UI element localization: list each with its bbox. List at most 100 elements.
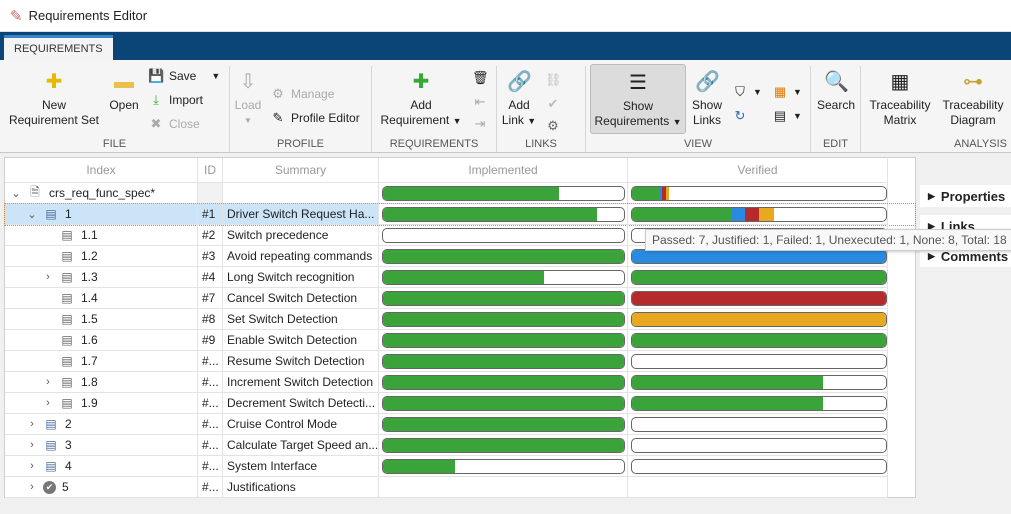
index-cell: › ▤ 1.3 [5,267,198,288]
implemented-cell [379,393,628,414]
expander-collapsed-icon[interactable]: › [46,271,50,283]
justification-icon: ✔ [43,480,56,494]
group-links: 🔗 Add Link ▼ ⛓ ✔ ⚙ LINKS [497,66,586,152]
link-settings-icon[interactable]: ⚙ [547,118,559,133]
group-requirements: ✚ Add Requirement ▼ 🗑 ⇤ ⇥ REQUIREMENTS [372,66,497,152]
columns-icon: ▦ [773,84,787,99]
expander-collapsed-icon[interactable]: › [30,460,34,472]
expander-expanded-icon[interactable]: ⌄ [27,208,37,221]
toolstrip: ✚ New Requirement Set ▬ Open 💾 Save ▼ ⤓ Impor… [0,60,1011,153]
display-button[interactable]: ▤ ▼ [772,108,802,124]
implemented-fill [383,334,624,347]
verified-bar [631,417,887,432]
show-links-button[interactable]: 🔗 Show Links [691,71,723,127]
verified-cell [628,288,888,309]
table-row[interactable]: ⌄ 🗎 crs_req_func_spec* [5,183,915,204]
column-header-verified[interactable]: Verified [628,158,888,183]
refresh-icon[interactable]: ↻ [734,108,746,123]
table-row[interactable]: ▤ 1.4 #7 Cancel Switch Detection [5,288,915,309]
index-cell: ⌄ ▤ 1 [5,204,198,225]
expander-collapsed-icon[interactable]: › [30,481,34,493]
expander-collapsed-icon[interactable]: › [30,418,34,430]
tab-requirements[interactable]: REQUIREMENTS [4,35,113,60]
validate-link-icon[interactable]: ✔ [547,96,559,111]
column-header-id[interactable]: ID [198,158,223,183]
title-bar: ✎ Requirements Editor [0,0,1011,32]
requirement-icon: ▤ [61,396,73,410]
id-cell: #... [198,351,223,372]
implemented-cell [379,309,628,330]
table-row[interactable]: › ▤ 1.8 #... Increment Switch Detection [5,372,915,393]
verified-bar [631,291,887,306]
link-icon: 🔗 [695,71,720,93]
profile-editor-button[interactable]: ✎ Profile Editor [270,110,360,126]
table-row[interactable]: ▤ 1.5 #8 Set Switch Detection [5,309,915,330]
id-cell: #... [198,414,223,435]
chevron-down-icon[interactable]: ▼ [672,117,682,127]
demote-icon[interactable]: ⇥ [474,116,486,131]
verified-bar [631,459,887,474]
table-row[interactable]: › ▤ 4 #... System Interface [5,456,915,477]
expander-expanded-icon[interactable]: ⌄ [11,187,21,200]
table-row[interactable]: ⌄ ▤ 1 #1 Driver Switch Request Ha... [4,203,916,226]
add-requirement-button[interactable]: ✚ Add Requirement ▼ [380,71,462,127]
chevron-down-icon[interactable]: ▼ [452,116,462,126]
columns-button[interactable]: ▦ ▼ [772,84,802,100]
requirement-icon: ▤ [61,375,73,389]
load-button[interactable]: ⇩ Load ▼ [234,71,262,125]
show-requirements-button[interactable]: ☰ Show Requirements ▼ [590,64,686,134]
requirement-icon: ▤ [45,438,57,452]
expander-collapsed-icon[interactable]: › [30,439,34,451]
traceability-matrix-button[interactable]: ▦ Traceability Matrix [869,71,931,127]
add-link-button[interactable]: 🔗 Add Link ▼ [501,71,537,127]
import-button[interactable]: ⤓ Import [148,92,203,108]
properties-section[interactable]: ▶ Properties [920,185,1011,207]
group-label: REQUIREMENTS [389,138,479,150]
close-button[interactable]: ✖ Close [148,116,200,132]
id-cell: #... [198,435,223,456]
traceability-diagram-button[interactable]: ⊶ Traceability Diagram [942,71,1004,127]
requirement-icon: ▤ [45,417,57,431]
group-file: ✚ New Requirement Set ▬ Open 💾 Save ▼ ⤓ Impor… [0,66,230,152]
expander-collapsed-icon[interactable]: › [46,397,50,409]
table-row[interactable]: ▤ 1.6 #9 Enable Switch Detection [5,330,915,351]
table-row[interactable]: ▤ 1.7 #... Resume Switch Detection [5,351,915,372]
chevron-down-icon[interactable]: ▼ [527,116,537,126]
id-cell: #7 [198,288,223,309]
id-cell: #3 [198,246,223,267]
open-button[interactable]: ▬ Open [109,71,139,112]
verified-cell [628,456,888,477]
expander-collapsed-icon[interactable]: › [46,376,50,388]
delete-link-icon[interactable]: ⛓ [545,72,562,87]
index-label: 2 [65,417,72,431]
save-button[interactable]: 💾 Save ▼ [148,68,221,83]
column-header-index[interactable]: Index [5,158,198,183]
verified-cell [628,351,888,372]
table-row[interactable]: › ▤ 1.9 #... Decrement Switch Detecti... [5,393,915,414]
verified-unexecuted-segment [759,208,774,221]
search-button[interactable]: 🔍 Search [816,71,856,112]
implemented-bar [382,417,625,432]
column-header-implemented[interactable]: Implemented [379,158,628,183]
implemented-fill [383,313,624,326]
manage-button[interactable]: ⚙ Manage [270,86,334,102]
delete-requirement-icon[interactable]: 🗑 [472,70,489,85]
table-row[interactable]: › ▤ 1.3 #4 Long Switch recognition [5,267,915,288]
group-label: LINKS [525,138,557,150]
implemented-bar [382,333,625,348]
table-row[interactable]: › ▤ 2 #... Cruise Control Mode [5,414,915,435]
promote-icon[interactable]: ⇤ [474,94,486,109]
implemented-cell [379,414,628,435]
verified-cell [628,267,888,288]
column-header-summary[interactable]: Summary [223,158,379,183]
filter-button[interactable]: ⛉ ▼ [732,84,762,100]
requirements-tree-table: Index ID Summary Implemented Verified ⌄ 🗎… [4,157,916,498]
implemented-fill [383,418,624,431]
implemented-fill [383,397,624,410]
chevron-down-icon[interactable]: ▼ [211,71,221,81]
matrix-icon: ▦ [890,71,910,93]
new-requirement-set-button[interactable]: ✚ New Requirement Set [8,71,100,127]
table-row[interactable]: › ✔ 5 #... Justifications [5,477,915,498]
id-cell: #... [198,477,223,498]
table-row[interactable]: › ▤ 3 #... Calculate Target Speed an... [5,435,915,456]
